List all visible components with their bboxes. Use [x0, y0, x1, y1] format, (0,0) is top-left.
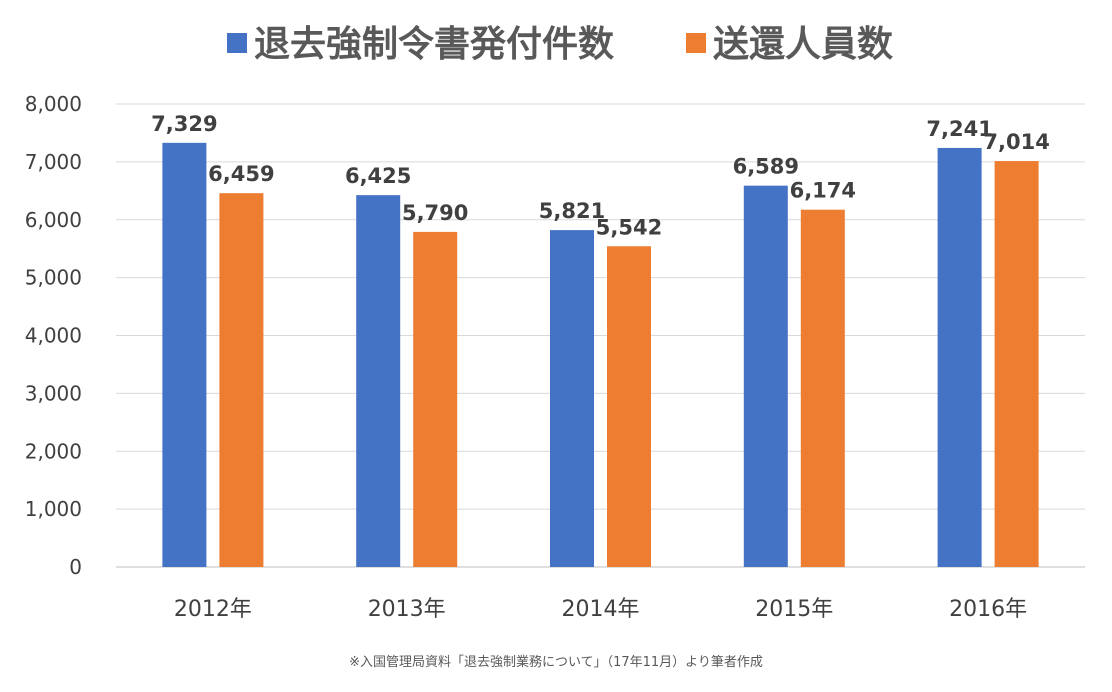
y-tick-label: 7,000 — [25, 150, 82, 174]
legend: 退去強制令書発付件数 送還人員数 — [227, 24, 893, 65]
data-label: 7,014 — [983, 130, 1049, 154]
bar-series-2 — [413, 231, 458, 567]
legend-swatch-series-2 — [686, 33, 706, 53]
bar-series-2 — [607, 246, 651, 567]
bar-series-1 — [550, 230, 594, 567]
data-label: 5,790 — [402, 201, 468, 225]
bar-series-1 — [937, 147, 982, 567]
y-tick-label: 0 — [69, 555, 82, 579]
y-tick-label: 4,000 — [25, 324, 82, 348]
bar-series-1 — [162, 142, 207, 568]
bar-series-2 — [994, 161, 1039, 567]
y-tick-label: 8,000 — [25, 92, 82, 116]
bar-series-2 — [219, 193, 264, 568]
data-label: 6,589 — [733, 155, 799, 179]
data-label: 7,329 — [151, 112, 217, 136]
legend-swatch-series-1 — [227, 33, 247, 53]
y-tick-label: 2,000 — [25, 439, 82, 463]
source-footnote: ※入国管理局資料「退去強制業務について」（17年11月）より筆者作成 — [349, 654, 763, 670]
legend-label-series-2: 送還人員数 — [713, 24, 893, 65]
data-label: 5,821 — [539, 199, 605, 223]
data-label: 6,459 — [208, 162, 274, 186]
legend-label-series-1: 退去強制令書発付件数 — [254, 24, 614, 65]
x-tick-label: 2012年 — [174, 597, 252, 622]
data-label: 7,241 — [926, 117, 992, 141]
data-label: 6,425 — [345, 164, 411, 188]
data-label: 5,542 — [596, 215, 662, 239]
bar-series-1 — [356, 195, 401, 567]
gridlines — [116, 103, 1085, 568]
x-axis: 2012年 2013年 2014年 2015年 2016年 — [174, 597, 1027, 622]
bar-series-2 — [800, 209, 845, 567]
y-tick-label: 6,000 — [25, 208, 82, 232]
y-axis: 0 1,000 2,000 3,000 4,000 5,000 6,000 7,000 8,00… — [25, 92, 82, 579]
bar-series-1 — [743, 185, 788, 567]
y-tick-label: 3,000 — [25, 381, 82, 405]
x-tick-label: 2015年 — [755, 597, 833, 622]
x-tick-label: 2013年 — [368, 597, 446, 622]
bars — [162, 142, 1039, 568]
data-label: 6,174 — [790, 179, 856, 203]
x-tick-label: 2016年 — [949, 597, 1027, 622]
y-tick-label: 5,000 — [25, 266, 82, 290]
y-tick-label: 1,000 — [25, 497, 82, 521]
x-tick-label: 2014年 — [562, 597, 640, 622]
